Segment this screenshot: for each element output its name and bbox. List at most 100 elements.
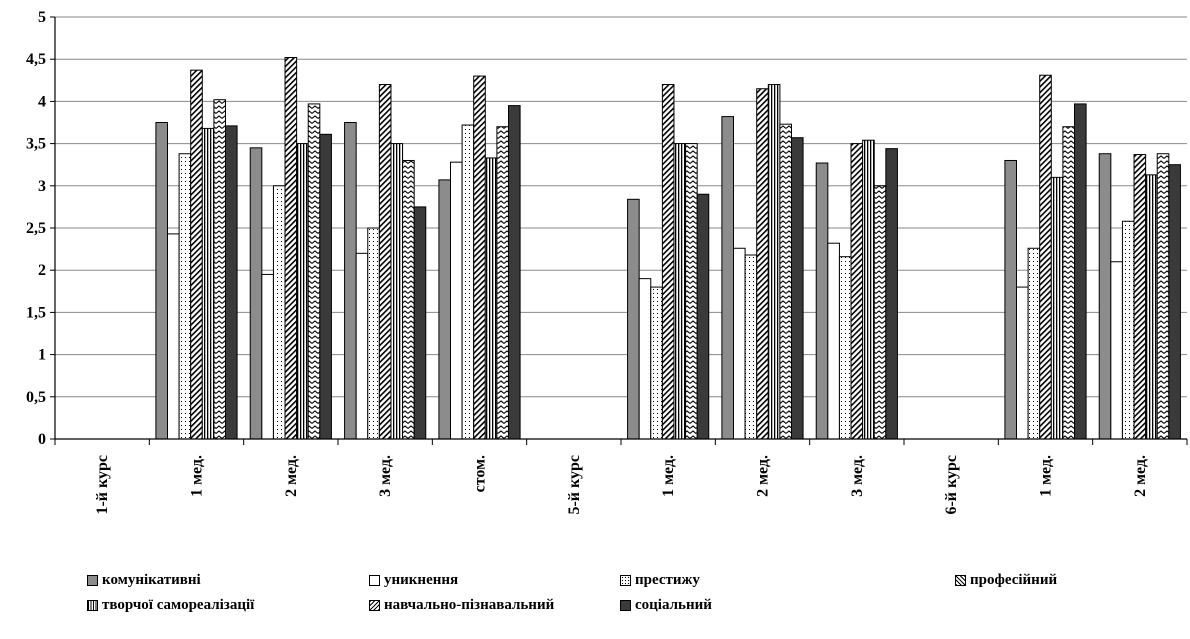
legend-label: престижу	[635, 572, 700, 588]
bar-plain-1	[733, 247, 746, 440]
bar-wave-5	[1156, 153, 1170, 440]
legend-swatch	[369, 575, 380, 586]
bar-wave-5	[779, 123, 793, 440]
y-tick-label: 4	[38, 93, 46, 110]
bar-dots-2	[272, 185, 286, 440]
x-tick-label: 2 мед.	[755, 455, 772, 497]
bar-diagonal-3	[850, 143, 864, 440]
legend-label: творчої самореалізації	[102, 597, 255, 613]
bar-solid-0	[721, 116, 735, 440]
bar-dots-2	[650, 286, 663, 440]
bar-wave-5	[213, 99, 226, 440]
bar-plain-1	[261, 273, 274, 440]
bar-solid-6	[413, 206, 427, 440]
bar-solid-6	[1074, 103, 1087, 440]
bar-vertical-4	[673, 143, 687, 440]
bar-dots-2	[1121, 220, 1135, 440]
y-tick-label: 2	[38, 262, 46, 279]
legend-swatch	[620, 575, 631, 586]
bar-plain-1	[638, 278, 652, 440]
bar-solid-6	[791, 137, 804, 440]
bar-solid-6	[508, 105, 521, 440]
bar-dots-2	[744, 254, 758, 440]
bar-solid-0	[249, 147, 263, 440]
bar-solid-6	[696, 193, 710, 440]
legend-item: комунікативні	[87, 572, 201, 589]
x-tick-label: 1 мед.	[660, 455, 677, 497]
bar-solid-0	[627, 198, 640, 440]
bar-wave-5	[402, 159, 415, 440]
bar-diagonal-3	[661, 84, 675, 440]
legend-item: уникнення	[369, 572, 458, 589]
legend-label: уникнення	[384, 572, 459, 588]
bars	[155, 57, 1181, 440]
bar-vertical-4	[296, 143, 309, 440]
legend-swatch	[369, 600, 380, 611]
bar-solid-0	[815, 162, 829, 440]
x-tick-label: 6-й курс	[943, 455, 960, 515]
gridlines	[55, 16, 1187, 440]
y-tick-label: 1	[38, 347, 46, 364]
bar-vertical-4	[862, 139, 875, 440]
y-tick-label: 0	[38, 431, 46, 448]
bar-vertical-4	[1050, 176, 1064, 440]
bar-wave-5	[1062, 126, 1076, 440]
bar-solid-6	[1168, 164, 1181, 440]
bar-solid-0	[1098, 153, 1112, 440]
x-tick-label: 3 мед.	[377, 455, 394, 497]
legend-item: навчально-пізнавальний	[369, 597, 554, 614]
bar-wave-5	[685, 143, 698, 440]
bar-diagonal-3	[1133, 154, 1147, 440]
bar-diagonal-3	[1039, 74, 1052, 440]
legend-item: творчої самореалізації	[87, 597, 254, 614]
bar-plain-1	[1016, 286, 1029, 440]
bar-plain-1	[450, 161, 463, 440]
y-tick-label: 2,5	[26, 220, 46, 237]
bar-solid-6	[885, 148, 898, 440]
y-tick-label: 3	[38, 178, 46, 195]
bar-diagonal-3	[190, 69, 203, 440]
x-tick-label: 1-й курс	[94, 455, 111, 515]
bar-plain-1	[827, 242, 840, 440]
bar-dots-2	[838, 256, 852, 440]
bar-solid-6	[319, 133, 332, 440]
legend-item: соціальний	[620, 597, 712, 614]
y-tick-label: 0,5	[26, 389, 46, 406]
legend-item: професійний	[955, 572, 1057, 589]
bar-plain-1	[1110, 261, 1123, 440]
x-tick-label: 2 мед.	[283, 455, 300, 497]
legend-swatch	[87, 600, 98, 611]
x-tick-label: 5-й курс	[566, 455, 583, 515]
x-tick-label: стом.	[472, 455, 489, 492]
bar-plain-1	[167, 233, 180, 440]
bar-solid-0	[344, 122, 357, 440]
tick-labels: 0 0,5 1 1,5 2 2,5 3 3,5 4 4,5 5 1-й курс 1 мед. 2 мед…	[26, 9, 1149, 515]
x-tick-label: 1 мед.	[1038, 455, 1055, 497]
bar-dots-2	[1027, 247, 1041, 440]
bar-solid-0	[1004, 159, 1018, 440]
legend-item: престижу	[620, 572, 700, 589]
bar-diagonal-3	[756, 88, 769, 440]
bar-plain-1	[355, 252, 369, 440]
bar-vertical-4	[1145, 174, 1158, 440]
bar-diagonal-3	[378, 84, 392, 440]
bar-wave-5	[873, 185, 887, 440]
legend-label: комунікативні	[102, 572, 201, 588]
legend-swatch	[955, 575, 966, 586]
x-tick-label: 2 мед.	[1132, 455, 1149, 497]
x-tick-label: 3 мед.	[849, 455, 866, 497]
y-tick-label: 5	[38, 9, 46, 26]
bar-wave-5	[496, 126, 509, 440]
legend-label: навчально-пізнавальний	[384, 597, 555, 613]
bar-solid-6	[225, 125, 238, 440]
bar-solid-0	[438, 179, 451, 440]
bar-dots-2	[178, 153, 192, 440]
bar-diagonal-3	[284, 57, 298, 440]
legend-swatch	[87, 575, 98, 586]
legend-label: професійний	[970, 572, 1058, 588]
bar-solid-0	[155, 122, 168, 440]
bar-dots-2	[461, 124, 475, 440]
legend: комунікативні уникнення престижу професійни…	[0, 572, 1190, 639]
y-tick-label: 3,5	[26, 136, 46, 153]
